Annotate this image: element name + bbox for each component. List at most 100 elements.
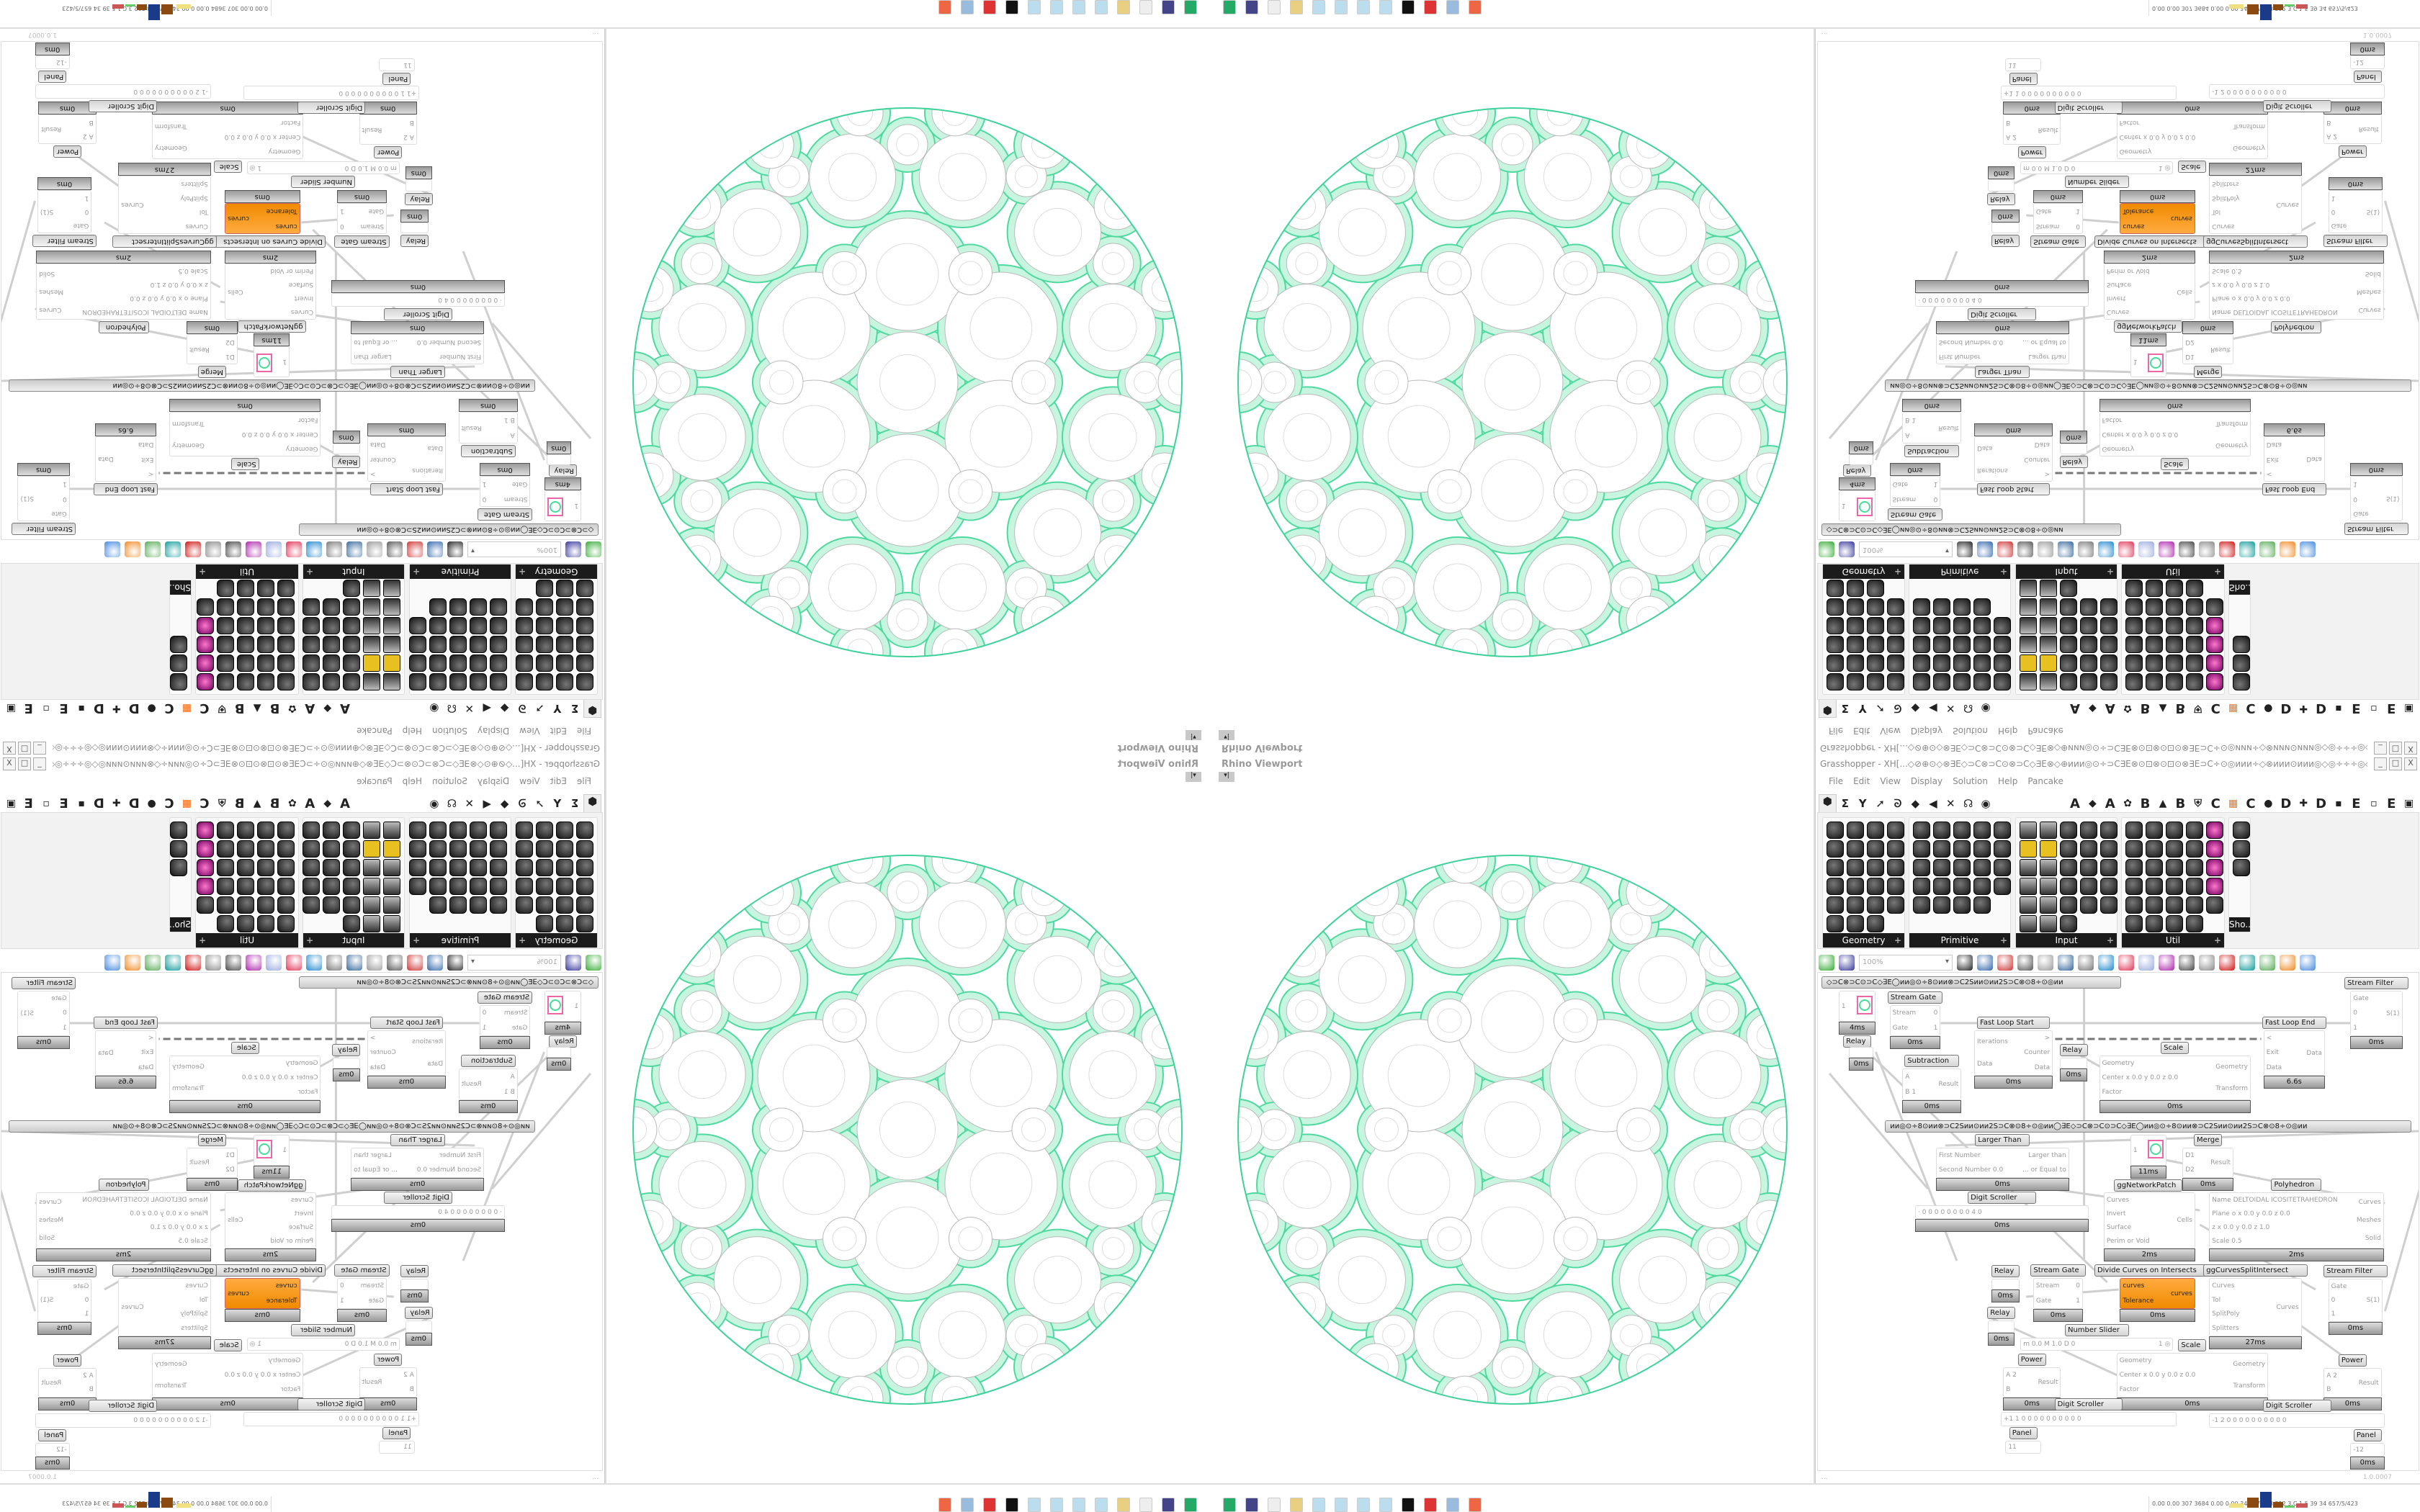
component-icon[interactable] [1973,822,1991,839]
component-icon[interactable] [1827,878,1844,895]
output-param[interactable]: Transform [2215,1085,2249,1092]
component-icon[interactable] [2146,822,2163,839]
component-icon[interactable] [1847,636,1864,653]
taskbar-acrobat-icon[interactable] [1424,1498,1437,1512]
node-label[interactable]: Fast Loop Start [369,483,443,495]
input-param[interactable]: Tol [199,208,208,216]
component-icon[interactable] [217,915,234,932]
component-icon[interactable] [1827,896,1844,914]
output-param[interactable]: 0 [340,1282,344,1290]
component-icon[interactable] [2166,896,2183,914]
component-icon[interactable] [197,840,214,858]
component-icon[interactable] [1953,636,1971,653]
input-param[interactable]: A 2 [403,133,414,140]
orange-sphere-icon[interactable] [125,955,140,971]
input-param[interactable]: Center x 0.0 y 0.0 z 0.0 [2102,431,2179,438]
node-body[interactable]: Gate 0 1 S(1) [37,1279,92,1322]
tab-icon[interactable]: ◆ [1911,797,1920,810]
tab-icon[interactable]: ▣ [6,798,16,809]
output-param[interactable]: Result [1938,1081,1959,1088]
component-icon[interactable] [429,859,447,876]
output-param[interactable]: curves [2170,1290,2192,1297]
component-icon[interactable] [490,840,507,858]
component-icon[interactable] [2206,822,2223,839]
node-body[interactable]: -12 [35,55,70,69]
input-param[interactable]: Center x 0.0 y 0.0 z 0.0 [2102,1074,2179,1081]
component-icon[interactable] [516,840,533,858]
node-label[interactable]: Merge [2194,1134,2223,1146]
input-param[interactable]: 1 [1841,502,1846,510]
component-icon[interactable] [536,878,553,895]
taskbar-notepad-icon[interactable] [1095,1498,1108,1512]
input-param[interactable]: · 0 0 0 0 0 0 0 0 4 0 [438,296,503,304]
red-preview-icon[interactable] [185,955,201,971]
input-param[interactable]: Iterations [412,466,444,474]
component-icon[interactable] [2186,580,2203,597]
component-icon[interactable] [2166,859,2183,876]
expand-icon[interactable]: + [2106,567,2114,577]
node-label[interactable]: Relay [2059,1044,2088,1056]
component-icon[interactable] [1847,878,1864,895]
node-label[interactable]: ggNetworkPatch [237,1179,306,1192]
output-param[interactable]: 1 [340,207,344,215]
component-icon[interactable] [2020,598,2037,616]
component-icon[interactable] [1867,840,1884,858]
component-icon[interactable] [1887,878,1904,895]
ribbon-panel-title[interactable]: Util + [196,933,298,948]
bake-icon[interactable] [387,541,403,557]
component-icon[interactable] [1847,840,1864,858]
tab-icon[interactable]: ▪ [2335,703,2342,714]
node-label[interactable]: ggCurvesSplitIntersect [2203,235,2308,248]
node-body[interactable]: Stream Gate 0 1 [2033,203,2083,234]
node-label[interactable]: Digit Scroller [89,100,158,112]
input-param[interactable]: 1 [2133,358,2138,366]
input-param[interactable]: Gate [51,509,67,517]
component-icon[interactable] [1827,580,1844,597]
node-body[interactable]: Gate 0 1 S(1) [2328,190,2383,233]
input-param[interactable]: SplitPoly [180,194,208,202]
menu-help[interactable]: Help [1997,776,2018,786]
wires-icon[interactable] [2159,955,2174,971]
taskbar-notepad-icon[interactable] [1357,0,1370,14]
input-param[interactable]: Splitters [181,179,208,187]
tab-icon[interactable]: ✕ [1945,797,1955,810]
input-param[interactable]: Data [427,1060,444,1068]
ribbon-panel-title[interactable]: Sho... [166,917,191,932]
tab-icon[interactable]: ▣ [6,703,16,714]
node-body[interactable]: Curves Invert Surface Perim or Void Cells [225,1192,317,1248]
component-icon[interactable] [343,636,360,653]
component-icon[interactable] [1887,822,1904,839]
orange-sphere-icon[interactable] [125,541,140,557]
input-param[interactable]: Exit [2266,455,2279,463]
node-label[interactable]: Scale [213,161,242,173]
input-param[interactable]: Curves [185,222,208,230]
node-label[interactable]: Stream Gate [477,508,533,521]
node-body[interactable]: 1 [1838,490,1876,521]
tab-icon[interactable]: ◆ [1911,702,1920,715]
component-icon[interactable] [2040,822,2057,839]
group-bar[interactable]: ии◎⊙÷8⊙ии⊗⊃C2Sии⊙ии2S⊃C⊗⊙8÷⊙◎ии◯∃E◇⊃C⊗⊃C… [8,1120,535,1133]
ribbon-panel-title[interactable]: Primitive + [410,564,511,579]
tab-icon[interactable]: ☊ [1963,797,1973,810]
component-icon[interactable] [323,673,340,690]
component-icon[interactable] [2100,859,2118,876]
input-param[interactable]: Data [427,444,444,452]
output-param[interactable]: Geometry [171,441,205,449]
tab-letter[interactable]: A [305,796,315,811]
node-label[interactable]: Number Slider [2064,176,2129,188]
tab-letter[interactable]: C [164,701,174,716]
node-label[interactable]: Relay [332,456,361,468]
node-body[interactable]: Geometry Center x 0.0 y 0.0 z 0.0 Factor Ge… [151,114,304,159]
input-param[interactable]: Perim or Void [2106,267,2150,275]
node-body[interactable] [1849,454,1874,465]
component-icon[interactable] [2125,822,2143,839]
input-param[interactable]: B [409,1386,414,1393]
tab-letter[interactable]: B [2140,796,2151,811]
component-icon[interactable] [257,840,274,858]
component-icon[interactable] [2060,822,2077,839]
component-icon[interactable] [409,878,426,895]
output-param[interactable]: Result [1938,424,1959,431]
gha-icon[interactable] [2058,541,2074,557]
menu-file[interactable]: File [1829,726,1844,736]
